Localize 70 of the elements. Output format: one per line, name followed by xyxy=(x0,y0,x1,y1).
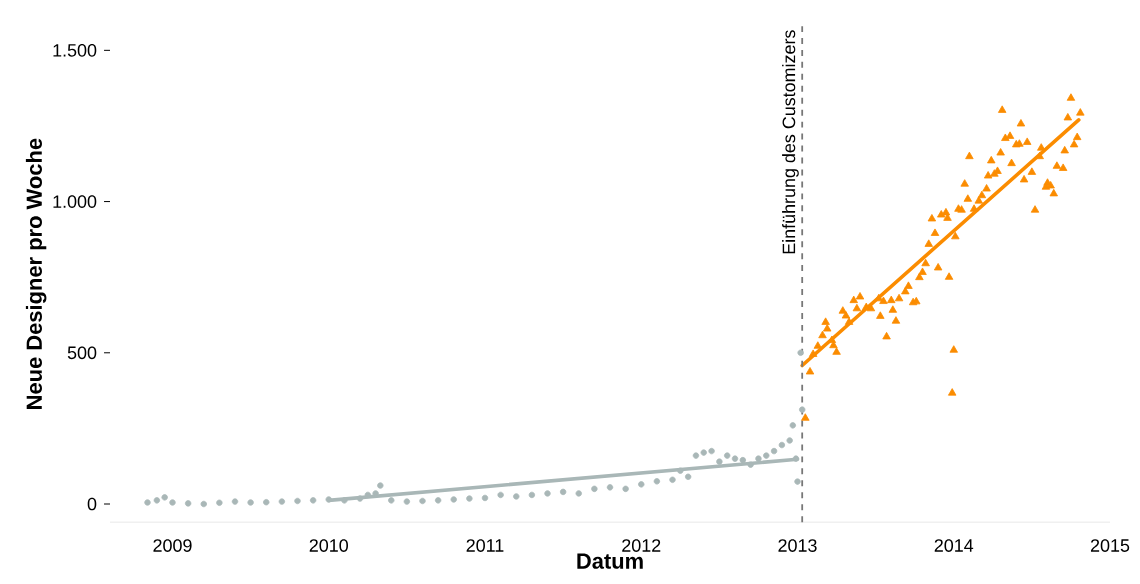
point xyxy=(481,494,489,502)
point xyxy=(755,455,762,462)
y-tick-label: 1.000 xyxy=(53,195,97,208)
point xyxy=(544,490,551,497)
point xyxy=(789,422,797,429)
ref-line-label: Einführung des Customizers xyxy=(782,30,799,254)
point xyxy=(684,473,692,480)
point xyxy=(778,441,786,449)
point xyxy=(450,496,457,503)
point xyxy=(341,497,348,504)
x-tick-label: 2013 xyxy=(778,539,817,552)
point xyxy=(528,491,536,499)
point xyxy=(294,497,301,505)
point xyxy=(677,467,684,474)
point xyxy=(591,485,598,493)
point xyxy=(708,447,715,455)
y-tick-label: 1.500 xyxy=(53,43,97,57)
point xyxy=(144,499,151,506)
point xyxy=(763,452,770,459)
point xyxy=(247,499,254,506)
point xyxy=(770,447,778,455)
point xyxy=(799,406,806,413)
point xyxy=(653,478,661,485)
point xyxy=(153,497,161,504)
point xyxy=(325,496,332,503)
point xyxy=(263,499,270,506)
point xyxy=(622,485,629,493)
x-tick-label: 2009 xyxy=(153,539,192,552)
point xyxy=(700,449,707,456)
x-axis-title: Datum xyxy=(577,553,643,569)
x-tick-label: 2010 xyxy=(309,539,348,552)
point xyxy=(797,349,804,356)
x-tick-label: 2014 xyxy=(934,539,974,552)
point xyxy=(786,437,793,444)
point xyxy=(356,495,364,502)
point xyxy=(724,452,731,459)
point xyxy=(216,499,223,506)
point xyxy=(575,490,582,497)
point xyxy=(419,497,426,505)
point xyxy=(739,456,747,464)
point xyxy=(731,455,739,462)
point xyxy=(638,481,645,488)
point xyxy=(161,494,168,501)
point xyxy=(231,498,239,505)
y-tick-label: 0 xyxy=(87,497,97,511)
x-tick-label: 2011 xyxy=(466,539,504,552)
point xyxy=(184,500,192,507)
point xyxy=(403,498,411,505)
point xyxy=(497,491,504,499)
point xyxy=(606,484,614,491)
point xyxy=(434,497,442,504)
point xyxy=(716,458,723,465)
point xyxy=(388,497,395,504)
point xyxy=(559,488,567,496)
point xyxy=(747,461,754,468)
y-axis-title: Neue Designer pro Woche xyxy=(25,138,47,409)
point xyxy=(278,498,286,505)
point xyxy=(377,482,384,489)
point xyxy=(669,476,676,483)
point xyxy=(692,452,700,459)
x-tick-label: 2012 xyxy=(622,539,661,552)
point xyxy=(169,499,176,506)
point xyxy=(513,493,520,500)
point xyxy=(466,495,473,502)
point xyxy=(792,455,800,462)
point xyxy=(794,478,801,485)
x-tick-label: 2015 xyxy=(1090,539,1130,552)
y-tick-label: 500 xyxy=(67,346,97,360)
point xyxy=(309,497,317,504)
point xyxy=(200,500,207,508)
